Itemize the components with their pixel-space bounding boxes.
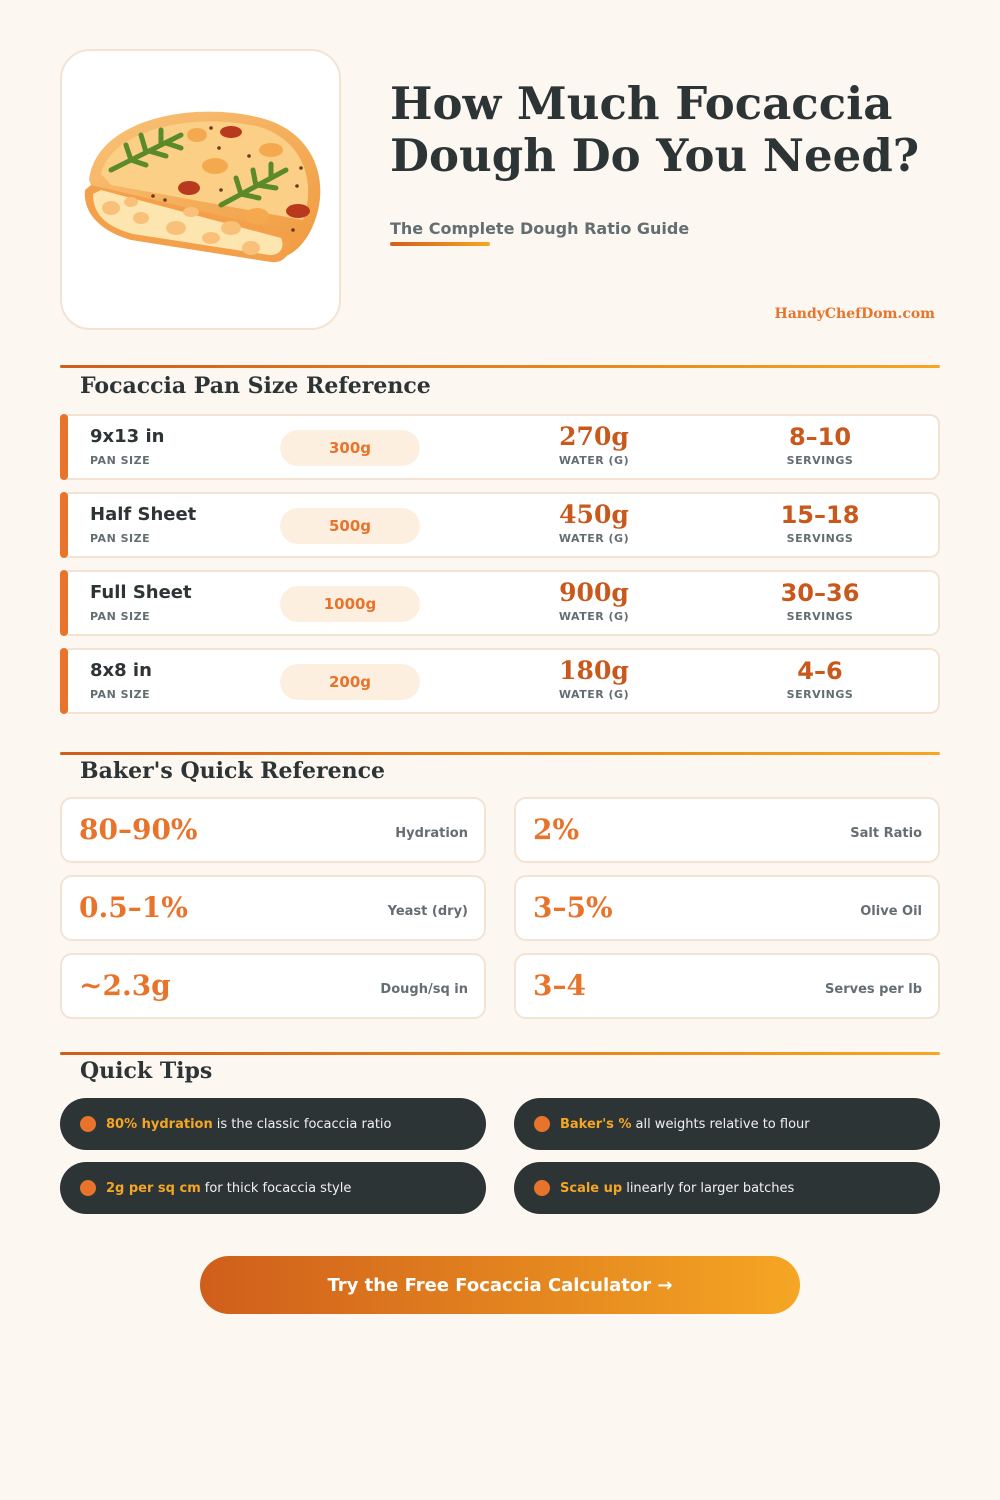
flour-badge: 1000g [280,586,420,622]
servings-label: SERVINGS [786,688,854,701]
pan-row: Half Sheet PAN SIZE 500g 450g WATER (G) … [60,492,940,558]
reference-label: Dough/sq in [380,982,468,997]
water-label: WATER (G) [558,532,630,545]
hero-image-card [60,49,341,330]
water-stat: 180g WATER (G) [524,654,664,701]
servings-label: SERVINGS [786,532,854,545]
flour-badge: 200g [280,664,420,700]
tip-highlight: 80% hydration [106,1116,213,1132]
tip-text: is the classic focaccia ratio [216,1116,392,1132]
servings-label: SERVINGS [786,610,854,623]
bullet-dot-icon [534,1116,550,1132]
reference-card: 0.5–1% Yeast (dry) [60,875,486,941]
row-accent-bar [60,648,68,714]
flour-badge: 500g [280,508,420,544]
water-stat: 450g WATER (G) [524,498,664,545]
pan-size-label: PAN SIZE [90,610,151,623]
page-subtitle: The Complete Dough Ratio Guide [390,219,690,238]
tip-text: all weights relative to flour [635,1116,810,1132]
tip-pill: Baker's % all weights relative to flour [514,1098,940,1150]
servings-stat: 15–18 SERVINGS [750,498,890,545]
row-accent-bar [60,570,68,636]
tip-pill: 80% hydration is the classic focaccia ra… [60,1098,486,1150]
bullet-dot-icon [80,1180,96,1196]
pan-section-title: Focaccia Pan Size Reference [80,373,431,399]
pan-size-label: PAN SIZE [90,454,151,467]
row-accent-bar [60,492,68,558]
section-divider [60,365,940,368]
reference-card: 80–90% Hydration [60,797,486,863]
reference-label: Serves per lb [825,982,922,997]
focaccia-bread-icon [84,111,320,262]
pan-row: Full Sheet PAN SIZE 1000g 900g WATER (G)… [60,570,940,636]
water-label: WATER (G) [558,688,630,701]
servings-stat: 8–10 SERVINGS [750,420,890,467]
servings-value: 8–10 [788,423,852,451]
pan-row: 9x13 in PAN SIZE 300g 270g WATER (G) 8–1… [60,414,940,480]
water-label: WATER (G) [558,454,630,467]
reference-card: ~2.3g Dough/sq in [60,953,486,1019]
subtitle-underline [390,242,490,246]
servings-label: SERVINGS [786,454,854,467]
reference-value: 3–4 [533,969,586,1002]
water-value: 180g [559,656,629,685]
title-line-2: Dough Do You Need? [390,129,920,182]
reference-value: 2% [533,813,580,846]
bullet-dot-icon [534,1180,550,1196]
servings-value: 15–18 [780,501,860,529]
reference-value: ~2.3g [79,969,171,1002]
section-divider [60,752,940,755]
tip-pill: Scale up linearly for larger batches [514,1162,940,1214]
tip-highlight: Baker's % [560,1116,632,1132]
pan-size-value: 8x8 in [90,660,152,681]
reference-label: Salt Ratio [850,826,922,841]
reference-value: 80–90% [79,813,198,846]
servings-value: 4–6 [797,657,843,685]
reference-card: 2% Salt Ratio [514,797,940,863]
tip-text: for thick focaccia style [204,1180,352,1196]
water-stat: 270g WATER (G) [524,420,664,467]
pan-size-value: Full Sheet [90,582,192,603]
servings-value: 30–36 [780,579,860,607]
reference-value: 3–5% [533,891,613,924]
brand-link[interactable]: HandyChefDom.com [774,306,936,322]
tip-pill: 2g per sq cm for thick focaccia style [60,1162,486,1214]
tip-highlight: Scale up [560,1180,623,1196]
bullet-dot-icon [80,1116,96,1132]
pan-size-value: 9x13 in [90,426,165,447]
water-label: WATER (G) [558,610,630,623]
section-divider [60,1052,940,1055]
reference-label: Olive Oil [860,904,922,919]
reference-card: 3–5% Olive Oil [514,875,940,941]
reference-label: Hydration [395,826,468,841]
pan-row: 8x8 in PAN SIZE 200g 180g WATER (G) 4–6 … [60,648,940,714]
pan-size-label: PAN SIZE [90,532,151,545]
title-line-1: How Much Focaccia [390,77,893,130]
tip-highlight: 2g per sq cm [106,1180,201,1196]
water-value: 450g [559,500,629,529]
page-title: How Much Focaccia Dough Do You Need? [390,78,950,182]
reference-label: Yeast (dry) [387,904,468,919]
tip-text: linearly for larger batches [626,1180,795,1196]
row-accent-bar [60,414,68,480]
calculator-cta-button[interactable]: Try the Free Focaccia Calculator → [200,1256,800,1314]
flour-badge: 300g [280,430,420,466]
pan-size-label: PAN SIZE [90,688,151,701]
tips-section-title: Quick Tips [80,1058,213,1084]
pan-size-value: Half Sheet [90,504,197,525]
reference-section-title: Baker's Quick Reference [80,758,385,784]
reference-value: 0.5–1% [79,891,188,924]
water-value: 900g [559,578,629,607]
water-stat: 900g WATER (G) [524,576,664,623]
servings-stat: 30–36 SERVINGS [750,576,890,623]
water-value: 270g [559,422,629,451]
servings-stat: 4–6 SERVINGS [750,654,890,701]
reference-card: 3–4 Serves per lb [514,953,940,1019]
